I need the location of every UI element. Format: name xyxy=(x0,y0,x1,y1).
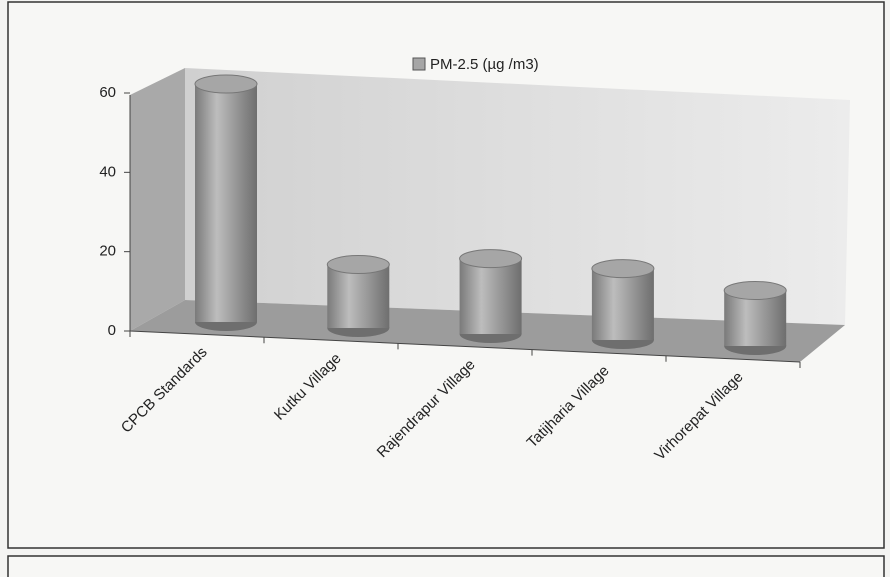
cylinder-top xyxy=(326,255,390,275)
cylinder-body xyxy=(591,268,654,340)
x-axis xyxy=(129,330,801,363)
cylinder xyxy=(591,259,655,349)
cylinder-top xyxy=(194,74,258,94)
y-tick-label: 40 xyxy=(99,163,116,180)
cylinder-body xyxy=(195,84,257,322)
cylinder xyxy=(723,280,787,355)
cylinder xyxy=(326,255,390,337)
cylinder-top xyxy=(591,259,655,279)
y-tick-label: 60 xyxy=(99,84,116,101)
y-tick-label: 20 xyxy=(99,243,116,260)
cylinder xyxy=(459,249,523,343)
next-frame xyxy=(7,555,885,577)
y-tick-label: 0 xyxy=(108,322,116,339)
cylinder-body xyxy=(327,264,390,328)
legend-swatch xyxy=(412,57,426,71)
cylinder-top xyxy=(723,280,787,300)
side-wall xyxy=(130,68,185,331)
cylinder-body xyxy=(459,258,522,334)
legend-label: PM-2.5 (µg /m3) xyxy=(430,56,539,73)
cylinder-top xyxy=(459,249,523,269)
cylinder xyxy=(194,74,258,331)
